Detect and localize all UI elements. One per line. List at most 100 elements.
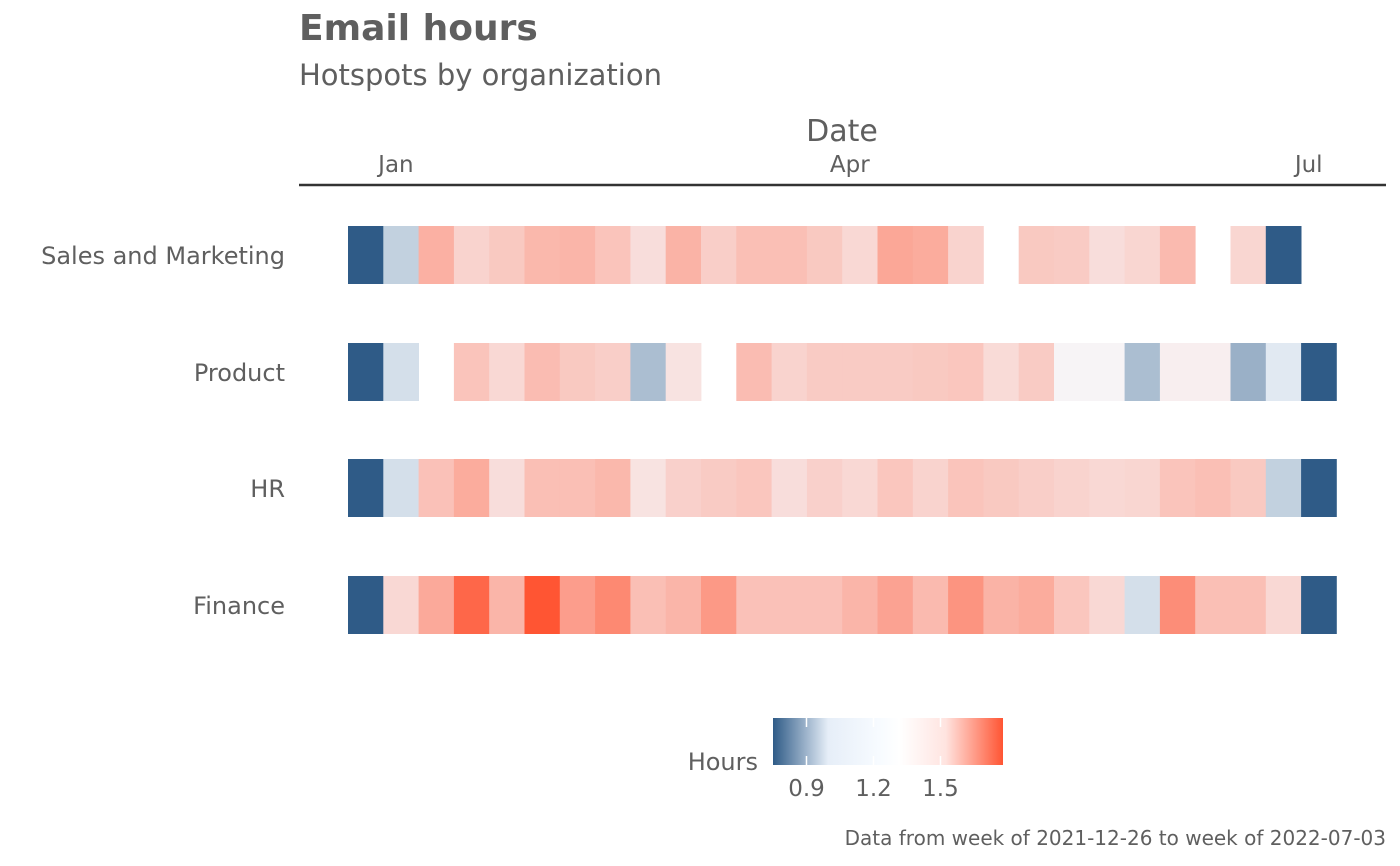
heatmap-cell [912,343,949,401]
y-tick-label: Product [194,359,285,387]
heatmap-cell [1301,343,1337,401]
heatmap-cell [1124,343,1161,401]
heatmap-cell [1195,459,1231,517]
heatmap-cell [1265,343,1302,401]
heatmap-cell [1301,576,1337,634]
heatmap-cell [1054,459,1090,517]
heatmap-cell [736,343,772,401]
heatmap-cell [842,343,878,401]
chart-subtitle: Hotspots by organization [299,58,662,92]
x-tick-label: Jan [376,152,413,178]
heatmap-cell [1230,343,1267,401]
heatmap-cell [1124,576,1161,634]
heatmap-cell [1018,226,1055,284]
heatmap-cell [877,459,914,517]
heatmap-cell [736,459,772,517]
heatmap-cell [1265,576,1302,634]
heatmap-cell [736,226,772,284]
heatmap-cell [701,576,737,634]
heatmap-cell [383,343,419,401]
heatmap-cell [948,226,984,284]
heatmap-cell [348,226,384,284]
heatmap-cell [383,459,419,517]
heatmap-cell [912,459,949,517]
heatmap-cell [665,459,702,517]
heatmap-cell [1159,459,1196,517]
heatmap-cell [418,459,455,517]
heatmap-cell [877,226,914,284]
heatmap-cell [806,226,843,284]
heatmap-cell [595,226,631,284]
heatmap-cell [418,576,455,634]
legend-title: Hours [688,748,758,776]
heatmap-cell [912,226,949,284]
legend-tick-label: 1.2 [855,776,892,802]
heatmap-cell [948,576,984,634]
heatmap-cell [630,459,667,517]
heatmap-cells [348,226,1337,634]
heatmap-cell [665,576,702,634]
legend-colorbar [773,718,1003,765]
heatmap-cell [1159,226,1196,284]
heatmap-cell [701,226,737,284]
legend-ticks: 0.9 1.2 1.5 [788,718,959,802]
heatmap-cell [912,576,949,634]
heatmap-cell [595,576,631,634]
heatmap-cell [595,343,631,401]
heatmap-cell [489,343,525,401]
heatmap-cell [983,576,1020,634]
heatmap-cell [1018,459,1055,517]
heatmap-cell [453,226,490,284]
x-tick-label: Jul [1293,152,1323,178]
heatmap-cell [983,343,1020,401]
heatmap-cell [983,459,1020,517]
heatmap-cell [559,343,596,401]
heatmap-cell [701,459,737,517]
heatmap-cell [806,459,843,517]
heatmap-cell [1089,576,1125,634]
heatmap-cell [948,343,984,401]
heatmap-cell [1089,226,1125,284]
heatmap-cell [453,343,490,401]
heatmap-cell [842,459,878,517]
heatmap-cell [559,226,596,284]
heatmap-cell [1018,343,1055,401]
chart-caption: Data from week of 2021-12-26 to week of … [844,826,1386,850]
heatmap-cell [806,343,843,401]
heatmap-cell [559,576,596,634]
heatmap-cell [842,226,878,284]
heatmap-cell [630,343,667,401]
heatmap-cell [1124,459,1161,517]
heatmap-cell [489,226,525,284]
x-axis-ticks: Jan Apr Jul [376,152,1322,178]
heatmap-cell [665,343,702,401]
heatmap-cell [771,576,808,634]
color-legend: Hours 0.9 1.2 1.5 [688,718,1003,802]
heatmap-cell [842,576,878,634]
y-tick-label: Finance [193,592,285,620]
heatmap-cell [383,226,419,284]
chart-title: Email hours [299,8,538,49]
heatmap-cell [418,226,455,284]
heatmap-cell [877,343,914,401]
heatmap-cell [524,576,561,634]
heatmap-cell [595,459,631,517]
heatmap-cell [1159,576,1196,634]
heatmap-cell [771,343,808,401]
heatmap-cell [524,226,561,284]
heatmap-cell [665,226,702,284]
y-axis-labels: Sales and Marketing Product HR Finance [41,242,285,620]
heatmap-cell [948,459,984,517]
heatmap-cell [1265,226,1302,284]
heatmap-cell [1124,226,1161,284]
heatmap-cell [524,343,561,401]
legend-tick-label: 0.9 [788,776,825,802]
legend-tick-label: 1.5 [922,776,959,802]
heatmap-cell [348,343,384,401]
x-tick-label: Apr [830,152,870,178]
heatmap-cell [1195,343,1231,401]
heatmap-cell [348,459,384,517]
heatmap-cell [1089,459,1125,517]
heatmap-cell [489,459,525,517]
heatmap-cell [1230,226,1267,284]
